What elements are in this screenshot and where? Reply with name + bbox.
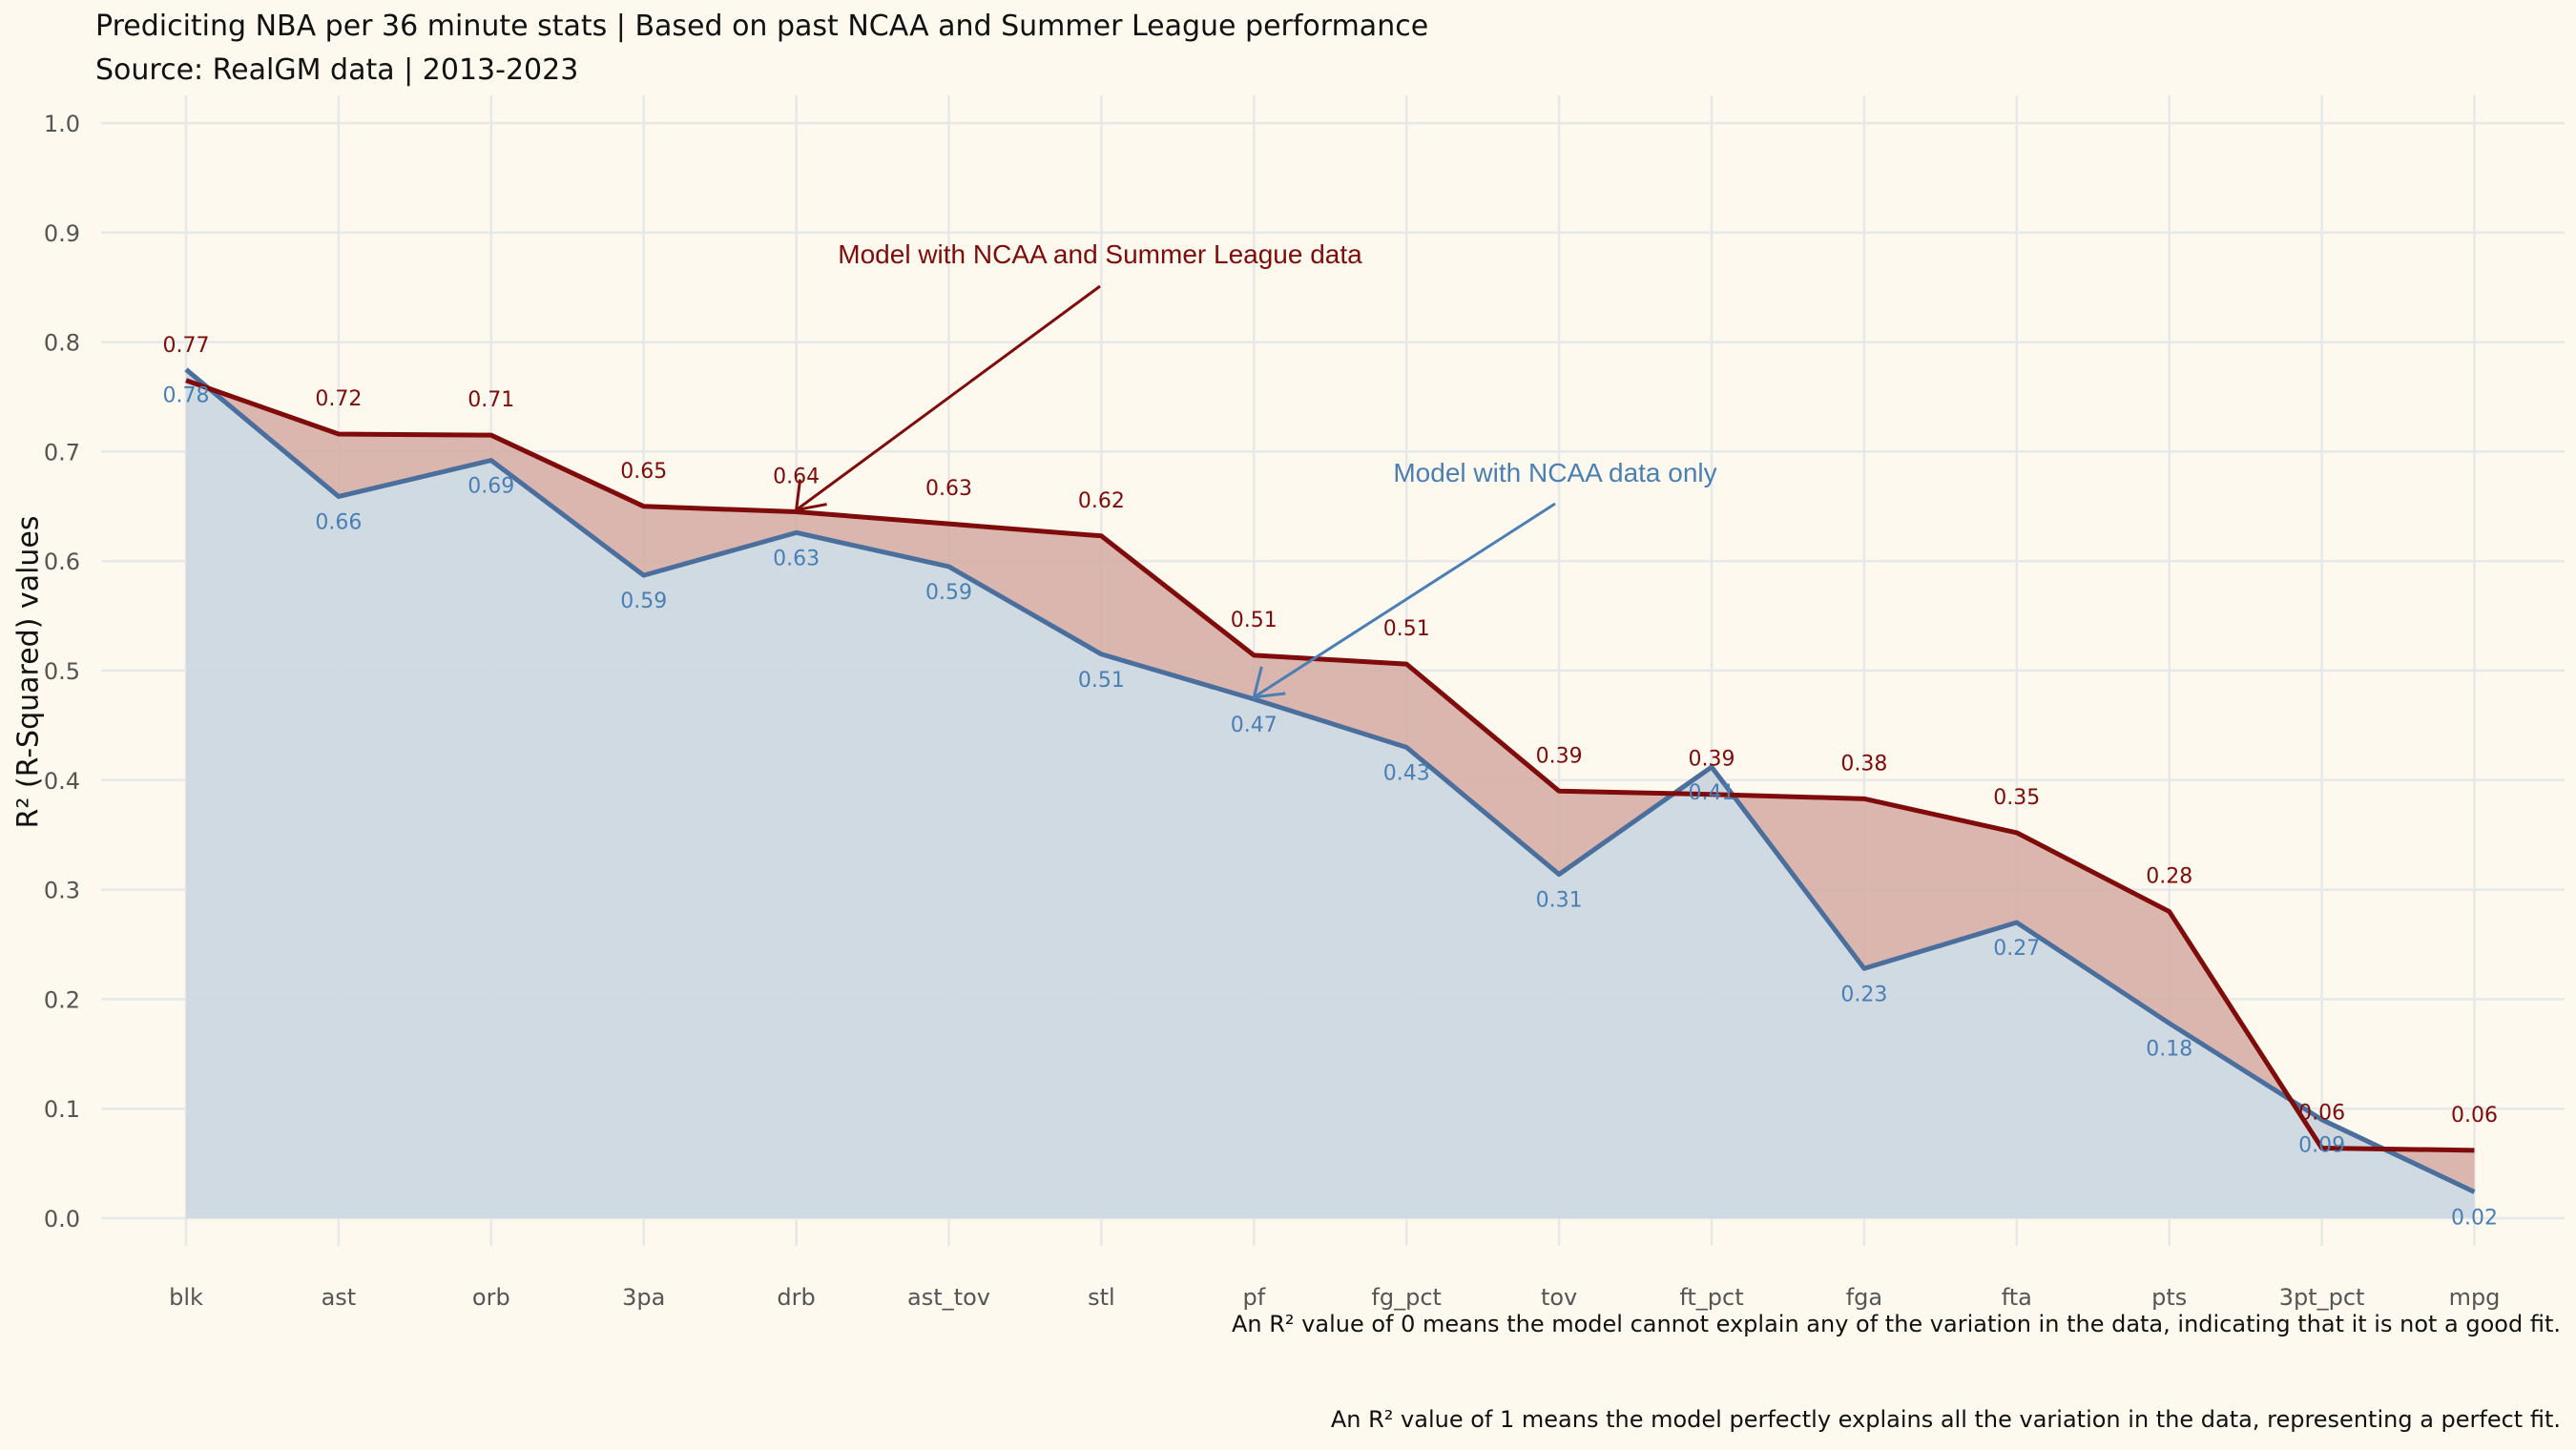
x-tick-label: ft_pct — [1679, 1284, 1743, 1311]
data-label-ncaa-only: 0.41 — [1689, 781, 1735, 805]
y-tick-label: 1.0 — [44, 111, 80, 137]
x-tick-label: pts — [2151, 1284, 2187, 1311]
axis-ticks: 0.0 0.1 0.2 0.3 0.4 0.5 0.6 0.7 0.8 0.9 1.0 blk ast o… — [44, 111, 2501, 1311]
y-tick-label: 0.1 — [44, 1096, 80, 1123]
caption-r2-zero: An R² value of 0 means the model cannot … — [1231, 1311, 2561, 1337]
data-label-ncaa-summer: 0.63 — [925, 477, 972, 501]
data-label-ncaa-only: 0.02 — [2451, 1206, 2498, 1230]
y-tick-label: 0.5 — [44, 658, 80, 685]
y-tick-label: 0.6 — [44, 549, 80, 575]
annotations: Model with NCAA and Summer League data Mo… — [794, 239, 1717, 699]
y-tick-label: 0.3 — [44, 878, 80, 904]
y-tick-label: 0.4 — [44, 768, 80, 795]
data-label-ncaa-summer: 0.38 — [1840, 752, 1887, 776]
data-label-ncaa-summer: 0.64 — [773, 466, 820, 489]
gap-area — [186, 369, 2475, 1192]
data-label-ncaa-only: 0.47 — [1231, 714, 1278, 737]
x-tick-label: fta — [2002, 1284, 2032, 1311]
x-tick-label: tov — [1541, 1284, 1577, 1311]
data-label-ncaa-summer: 0.06 — [2451, 1104, 2498, 1128]
data-label-ncaa-only: 0.23 — [1840, 983, 1887, 1006]
data-label-ncaa-only: 0.69 — [467, 475, 514, 499]
x-tick-label: mpg — [2449, 1284, 2501, 1311]
area-fills — [186, 369, 2475, 1218]
chart-subtitle: Source: RealGM data | 2013-2023 — [95, 53, 579, 87]
x-tick-label: 3pt_pct — [2279, 1284, 2365, 1311]
data-label-ncaa-only: 0.18 — [2146, 1038, 2192, 1062]
data-label-ncaa-only: 0.43 — [1383, 761, 1430, 785]
y-tick-label: 0.9 — [44, 220, 80, 247]
y-tick-label: 0.0 — [44, 1206, 80, 1232]
data-label-ncaa-summer: 0.65 — [620, 460, 667, 484]
x-tick-label: fga — [1846, 1284, 1882, 1311]
x-tick-label: ast_tov — [907, 1284, 990, 1311]
x-tick-label: pf — [1242, 1284, 1265, 1311]
ncaa-only-area — [186, 369, 2475, 1218]
x-tick-label: 3pa — [622, 1284, 665, 1311]
data-label-ncaa-summer: 0.39 — [1689, 748, 1735, 772]
series-lines — [184, 367, 2476, 1194]
data-label-ncaa-only: 0.66 — [315, 510, 362, 534]
data-label-ncaa-summer: 0.62 — [1078, 489, 1125, 513]
caption-r2-one: An R² value of 1 means the model perfect… — [1330, 1406, 2561, 1433]
x-tick-label: ast — [322, 1284, 357, 1311]
data-label-ncaa-only: 0.31 — [1536, 889, 1583, 913]
data-label-ncaa-summer: 0.51 — [1383, 617, 1430, 641]
data-label-ncaa-only: 0.59 — [925, 581, 972, 605]
data-label-ncaa-summer: 0.35 — [1993, 786, 2040, 810]
x-tick-label: fg_pct — [1371, 1284, 1442, 1311]
y-tick-label: 0.8 — [44, 330, 80, 357]
series-line-ncaa-only — [184, 367, 2476, 1194]
annotation-label-ncaa-summer: Model with NCAA and Summer League data — [838, 239, 1362, 269]
y-tick-label: 0.2 — [44, 986, 80, 1013]
annotation-arrowhead-ncaa-only — [1252, 666, 1286, 699]
x-tick-label: blk — [169, 1284, 203, 1311]
data-label-ncaa-summer: 0.28 — [2146, 865, 2192, 889]
annotation-arrow-ncaa-only — [1253, 502, 1556, 699]
x-tick-label: stl — [1088, 1284, 1115, 1311]
data-label-ncaa-only: 0.63 — [773, 547, 820, 570]
y-tick-label: 0.7 — [44, 439, 80, 466]
data-label-ncaa-summer: 0.06 — [2298, 1102, 2345, 1126]
x-tick-label: drb — [777, 1284, 815, 1311]
data-labels: 0.77 0.72 0.71 0.65 0.64 0.63 0.62 0.51 0.51 0.39… — [163, 334, 2498, 1231]
y-axis-label: R² (R-Squared) values — [11, 515, 46, 829]
data-label-ncaa-summer: 0.77 — [163, 334, 210, 358]
data-label-ncaa-only: 0.78 — [163, 383, 210, 407]
data-label-ncaa-summer: 0.71 — [467, 388, 514, 412]
data-label-ncaa-only: 0.09 — [2298, 1134, 2345, 1158]
series-line-ncaa-summer — [185, 378, 2475, 1153]
x-tick-label: orb — [472, 1284, 510, 1311]
data-label-ncaa-summer: 0.51 — [1231, 609, 1278, 632]
annotation-label-ncaa-only: Model with NCAA data only — [1393, 458, 1716, 487]
data-label-ncaa-only: 0.27 — [1993, 937, 2040, 961]
annotation-arrow-ncaa-summer — [795, 284, 1101, 511]
data-label-ncaa-only: 0.51 — [1078, 669, 1125, 693]
data-label-ncaa-summer: 0.72 — [315, 387, 362, 411]
data-label-ncaa-only: 0.59 — [620, 590, 667, 613]
chart-title: Prediciting NBA per 36 minute stats | Ba… — [95, 10, 1429, 43]
annotation-arrowhead-ncaa-summer — [794, 479, 827, 512]
data-label-ncaa-summer: 0.39 — [1536, 744, 1583, 768]
